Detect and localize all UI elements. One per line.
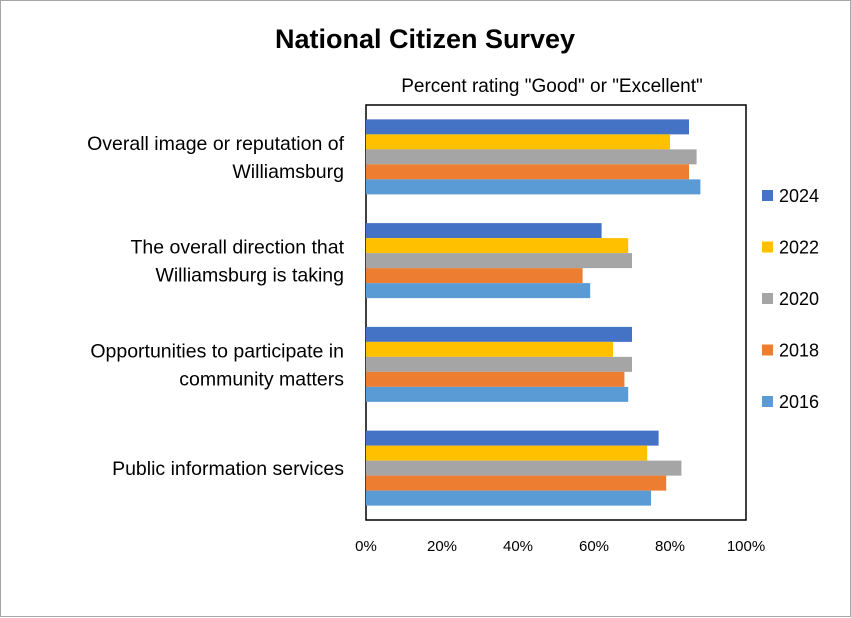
category-label-4: Public information services [112,458,344,480]
legend-label-2018: 2018 [779,341,819,361]
bar-2016-cat-2 [366,283,591,299]
legend-label-2016: 2016 [779,392,819,412]
legend-label-2022: 2022 [779,238,819,258]
category-label-line: Overall image or reputation of [87,133,344,155]
bar-2022-cat-3 [366,341,613,357]
bar-2022-cat-2 [366,238,629,254]
legend-swatch-2016 [762,396,773,407]
bar-2016-cat-1 [366,179,701,195]
chart-title: National Citizen Survey [275,24,575,54]
bar-2020-cat-3 [366,356,632,372]
bar-2022-cat-4 [366,445,648,461]
chart-subtitle: Percent rating "Good" or "Excellent" [401,76,703,97]
plot-area-border [365,104,747,521]
category-label-line: Williamsburg [232,161,344,183]
x-tick-label: 20% [427,538,457,555]
x-tick-labels: 0% 20% 40% 60% 80% 100% [355,538,765,555]
bar-2016-cat-4 [366,490,651,506]
category-label-line: community matters [179,368,344,390]
category-label-line: Public information services [112,458,344,480]
category-label-2: The overall direction that Williamsburg i… [130,237,344,287]
legend-swatch-2024 [762,190,773,201]
bar-2020-cat-2 [366,253,632,269]
bar-2022-cat-1 [366,134,670,150]
x-tick-label: 60% [579,538,609,555]
legend-label-2024: 2024 [779,186,819,206]
bars-group [366,119,701,506]
legend-swatch-2018 [762,344,773,356]
bar-2024-cat-1 [366,119,689,135]
x-tick-label: 80% [655,538,685,555]
legend-label-2020: 2020 [779,289,819,309]
bar-2020-cat-4 [366,460,682,476]
category-label-line: Williamsburg is taking [155,265,344,287]
legend: 2024 2022 2020 2018 2016 [762,186,819,412]
bar-2018-cat-2 [366,268,583,284]
bar-2018-cat-3 [366,371,625,387]
category-label-line: The overall direction that [130,237,344,259]
bar-2020-cat-1 [366,149,697,165]
bar-2016-cat-3 [366,386,629,402]
x-tick-label: 0% [355,538,377,555]
x-tick-label: 100% [727,538,765,555]
legend-swatch-2022 [762,241,773,253]
legend-swatch-2020 [762,293,773,304]
bar-2024-cat-3 [366,326,632,342]
category-label-1: Overall image or reputation of Williamsbu… [87,133,344,183]
category-label-line: Opportunities to participate in [90,340,344,362]
bar-2018-cat-4 [366,475,667,491]
category-label-3: Opportunities to participate in community… [90,340,344,390]
bar-2024-cat-4 [366,430,659,446]
bar-2024-cat-2 [366,223,602,239]
x-tick-label: 40% [503,538,533,555]
category-labels: Overall image or reputation of Williamsbu… [87,133,344,480]
bar-2018-cat-1 [366,164,689,180]
